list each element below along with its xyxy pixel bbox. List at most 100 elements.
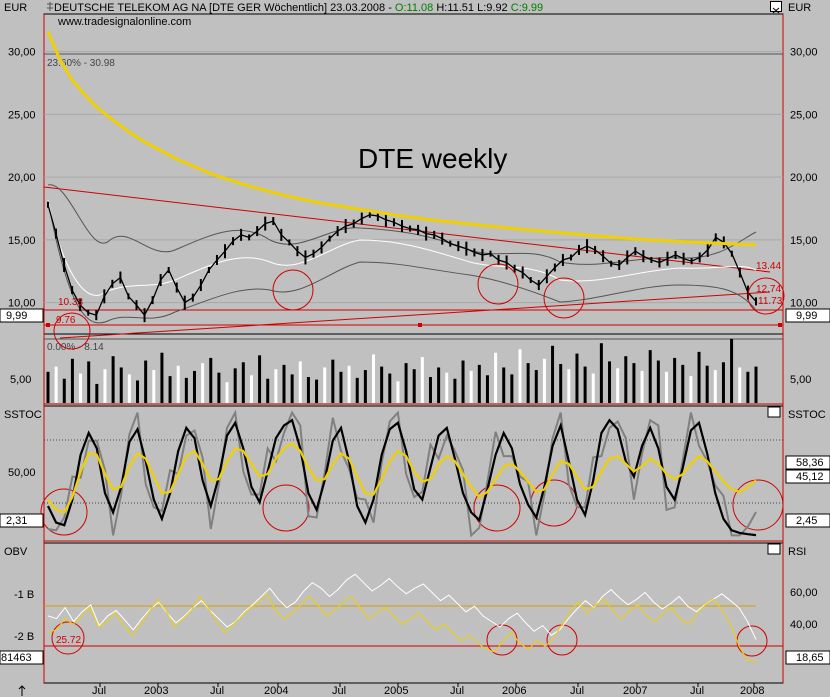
volume-bar [485, 375, 489, 403]
sstoc-label-left: SSTOC [4, 409, 42, 421]
line-handle-right[interactable] [778, 323, 782, 327]
sstoc-ytick: 50,00 [8, 467, 36, 479]
left-price-badge: 9,99 [6, 310, 27, 322]
volume-bar [705, 365, 709, 403]
volume-bar [616, 368, 620, 403]
volume-bar [266, 378, 270, 403]
volume-bar [697, 351, 701, 403]
price-ytick-left: 25,00 [8, 109, 36, 121]
x-tick-label: 2006 [502, 685, 526, 697]
circle-10 [732, 479, 784, 531]
price-series [47, 201, 757, 323]
volume-bar [477, 364, 481, 403]
volume-bar [746, 371, 750, 403]
x-tick-label: 2005 [384, 685, 408, 697]
watermark-text: www.tradesignalonline.com [57, 16, 191, 28]
volume-bar [428, 377, 432, 403]
volume-bar [339, 371, 343, 403]
volume-bar [46, 371, 50, 403]
lower-band [47, 199, 757, 324]
circle-7 [262, 484, 310, 532]
obv-left-badge: 81463 [1, 652, 32, 664]
volume-bar [721, 362, 725, 403]
volume-bar [144, 360, 148, 403]
line-handle-left[interactable] [46, 323, 50, 327]
volume-bar [453, 378, 457, 403]
volume-bar [87, 361, 91, 403]
x-tick-label: Jul [450, 685, 464, 697]
sstoc-panel[interactable] [43, 405, 784, 542]
pin-icon [47, 2, 53, 11]
volume-bar [331, 359, 335, 403]
volume-bar [79, 373, 83, 403]
volume-bar [437, 367, 441, 403]
x-tick-label: 2004 [264, 685, 288, 697]
right-price-badge: 9,99 [796, 310, 817, 322]
open-value: O:11.08 [395, 2, 433, 14]
volume-bar [119, 367, 123, 403]
level-label-1: 13.44 [756, 261, 781, 272]
circle-6 [40, 488, 88, 536]
volume-bar [494, 352, 498, 403]
high-value: H:11.51 [436, 2, 474, 14]
moving-average-line [46, 31, 757, 247]
x-tick-label: Jul [570, 685, 584, 697]
volume-bar [168, 376, 172, 403]
sstoc-close-button[interactable] [767, 406, 781, 418]
volume-bar [136, 380, 140, 403]
obv-panel[interactable] [43, 542, 784, 684]
volume-bar [510, 374, 514, 403]
line-handle-mid[interactable] [418, 323, 422, 327]
volume-bar [160, 352, 164, 403]
obv-ytick-2: -2 B [14, 631, 34, 643]
sstoc-lines [47, 409, 757, 538]
volume-bar [518, 349, 522, 403]
close-button[interactable] [770, 1, 782, 14]
upper-band [47, 184, 757, 265]
volume-bar [306, 377, 310, 403]
obv-rsi-lines [47, 573, 757, 663]
volume-bar [420, 357, 424, 403]
volume-bar [404, 363, 408, 403]
volume-bar [201, 363, 205, 403]
scroll-up-icon[interactable] [18, 685, 26, 696]
price-y-ticks: 30,00 30,00 25,00 25,00 20,00 20,00 15,00 15,00… [8, 47, 818, 310]
title-text: DEUTSCHE TELEKOM AG NA [DTE GER Wöchentl… [54, 2, 395, 14]
volume-bar [730, 338, 734, 403]
volume-bar [673, 357, 677, 403]
volume-bar [152, 370, 156, 403]
instrument-title: DEUTSCHE TELEKOM AG NA [DTE GER Wöchentl… [54, 2, 543, 14]
rsi-ytick-2: 40,00 [790, 619, 818, 631]
volume-bar [583, 366, 587, 403]
sstoc-right-badge-1: 58,36 [796, 457, 824, 469]
x-tick-label: 2007 [623, 685, 647, 697]
volume-bar [681, 364, 685, 403]
x-tick-label: Jul [332, 685, 346, 697]
price-panel[interactable] [43, 13, 784, 335]
volume-bar [323, 367, 327, 403]
volume-bar [241, 362, 245, 403]
level-label-2: 12.74 [756, 284, 781, 295]
obv-close-button[interactable] [767, 543, 781, 555]
sstoc-fast-line [47, 409, 757, 538]
volume-bar [754, 366, 758, 403]
volume-bar [396, 381, 400, 403]
circle-11 [51, 621, 85, 655]
sstoc-main-line [47, 418, 757, 537]
volume-bar [217, 372, 221, 403]
circle-2 [272, 269, 314, 311]
volume-bar [103, 369, 107, 403]
circle-5 [747, 277, 785, 315]
volume-bar [225, 382, 229, 403]
volume-bar [591, 373, 595, 403]
x-tick-label: 2003 [144, 685, 168, 697]
price-ytick-right: 10,00 [790, 298, 818, 310]
volume-bar [713, 370, 717, 403]
volume-bar [575, 353, 579, 403]
volume-bar [62, 378, 66, 403]
volume-bar [298, 361, 302, 403]
header-bar: EUR DEUTSCHE TELEKOM AG NA [DTE GER Wöch… [4, 2, 811, 14]
volume-bar [54, 366, 58, 403]
volume-bar [559, 364, 563, 403]
volume-bar [608, 361, 612, 403]
